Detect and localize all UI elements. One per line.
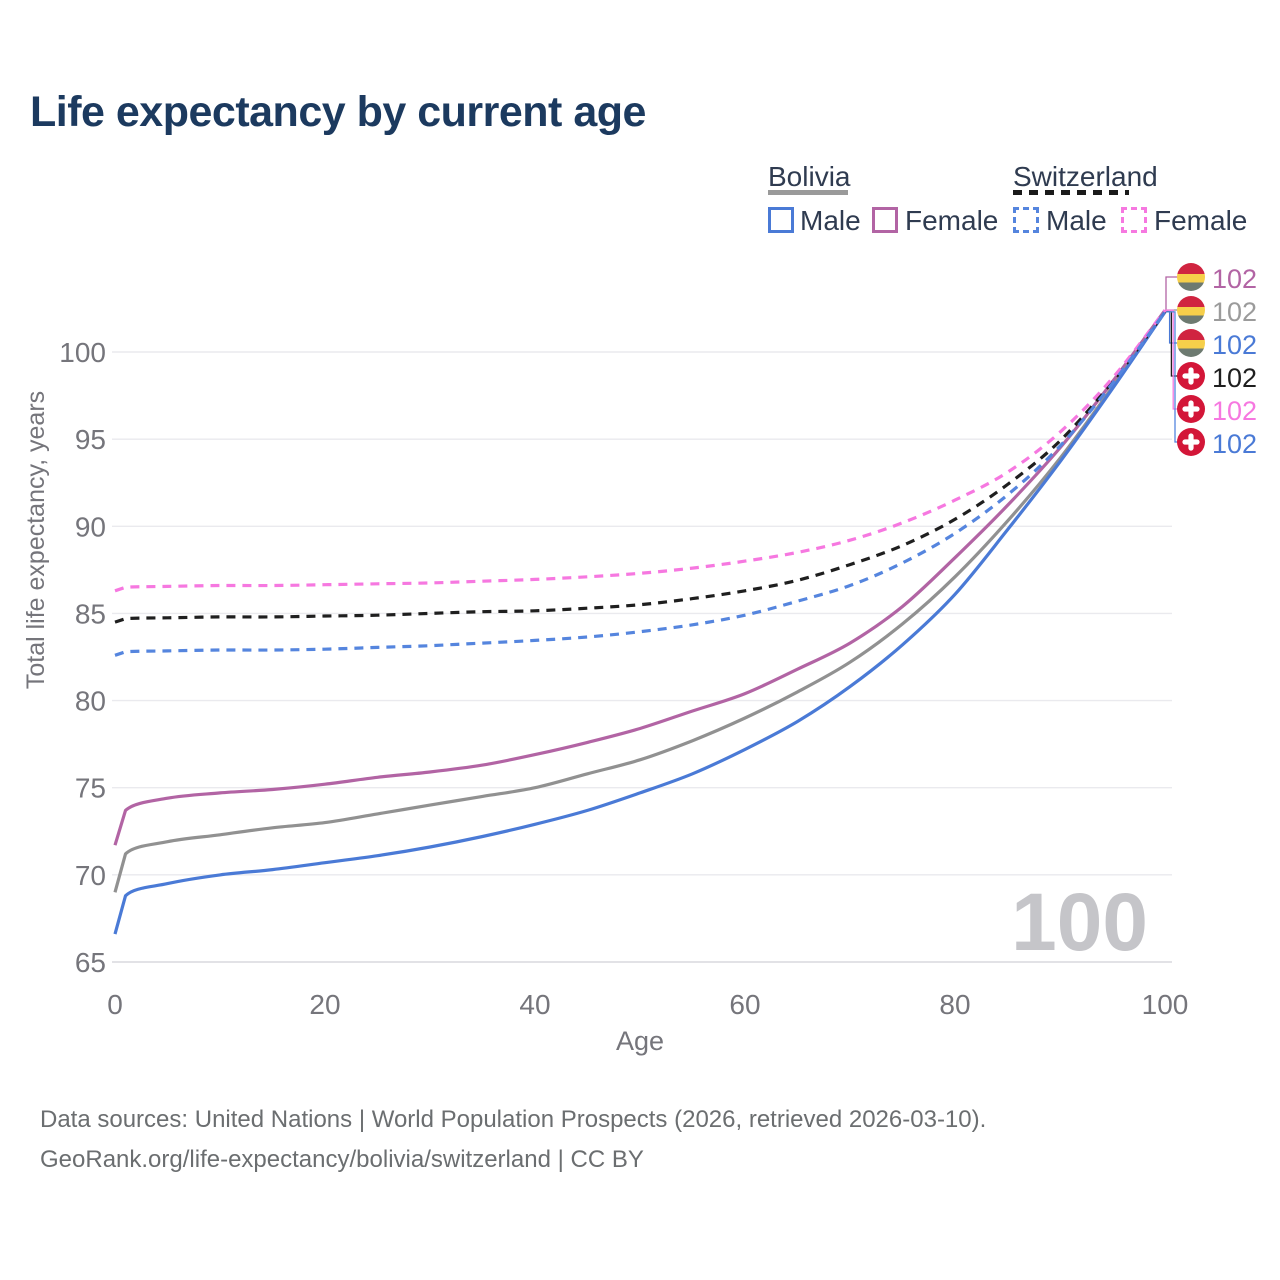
end-value: 102 (1212, 330, 1258, 360)
series-line-bolivia-male[interactable] (113, 311, 1167, 935)
bolivia-flag-icon (1177, 263, 1205, 291)
y-tick-label: 90 (75, 511, 106, 542)
site-credit: GeoRank.org/life-expectancy/bolivia/swit… (40, 1146, 644, 1173)
x-tick-label: 20 (309, 989, 340, 1020)
x-tick-label: 80 (939, 989, 970, 1020)
legend-group-switzerland: Switzerland (1013, 161, 1158, 192)
y-tick-label: 100 (59, 337, 106, 368)
switzerland-flag-icon (1177, 362, 1205, 390)
switzerland-flag-icon (1177, 428, 1205, 456)
end-label-row: 102 (1177, 428, 1277, 459)
end-label-row: 102 (1177, 296, 1277, 327)
legend-label-bolivia-female[interactable]: Female (905, 205, 999, 236)
y-tick-label: 95 (75, 424, 106, 455)
legend-label-bolivia-male[interactable]: Male (800, 205, 861, 236)
legend-swatch-switzerland-male[interactable] (1013, 207, 1039, 233)
end-value: 102 (1212, 429, 1258, 459)
end-value: 102 (1212, 264, 1258, 294)
y-tick-label: 85 (75, 598, 106, 629)
legend-swatch-bolivia-female[interactable] (872, 207, 898, 233)
y-tick-label: 80 (75, 686, 106, 717)
x-tick-label: 40 (519, 989, 550, 1020)
x-tick-label: 100 (1142, 989, 1189, 1020)
y-tick-label: 70 (75, 860, 106, 891)
end-label-row: 102 (1177, 362, 1277, 393)
series-line-bolivia-both-sexes[interactable] (113, 310, 1167, 893)
legend-label-switzerland-male[interactable]: Male (1046, 205, 1107, 236)
legend-group-bolivia: Bolivia (768, 161, 851, 192)
leader-line (1165, 309, 1179, 410)
page-title: Life expectancy by current age (30, 88, 646, 136)
series-line-switzerland-both-sexes[interactable] (114, 310, 1167, 624)
legend-label-switzerland-female[interactable]: Female (1154, 205, 1248, 236)
end-value: 102 (1212, 396, 1258, 426)
x-axis-tick-labels: 0 20 40 60 80 100 (107, 989, 1188, 1020)
legend-bolivia-line-sample (768, 190, 848, 195)
series-line-switzerland-male[interactable] (114, 310, 1167, 657)
switzerland-flag-icon (1177, 395, 1205, 423)
series-line-switzerland-female[interactable] (114, 309, 1167, 593)
series-lines (113, 309, 1167, 935)
bolivia-flag-icon (1177, 329, 1205, 357)
x-axis-title: Age (616, 1026, 664, 1056)
x-tick-label: 60 (729, 989, 760, 1020)
x-tick-label: 0 (107, 989, 123, 1020)
end-label-row: 102 (1177, 263, 1277, 294)
legend-switzerland-line-sample (1013, 190, 1129, 195)
hover-age-indicator: 100 (1011, 877, 1148, 968)
y-axis-title: Total life expectancy, years (22, 391, 50, 689)
data-sources-credit: Data sources: United Nations | World Pop… (40, 1106, 987, 1133)
series-line-bolivia-female[interactable] (113, 309, 1167, 846)
legend-swatch-bolivia-male[interactable] (768, 207, 794, 233)
y-tick-label: 75 (75, 773, 106, 804)
end-value: 102 (1212, 297, 1258, 327)
legend-swatch-switzerland-female[interactable] (1121, 207, 1147, 233)
end-label-row: 102 (1177, 395, 1277, 426)
y-tick-label: 65 (75, 947, 106, 978)
end-value: 102 (1212, 363, 1258, 393)
end-label-row: 102 (1177, 329, 1277, 360)
bolivia-flag-icon (1177, 296, 1205, 324)
y-axis-tick-labels: 65 70 75 80 85 90 95 100 (59, 337, 106, 978)
